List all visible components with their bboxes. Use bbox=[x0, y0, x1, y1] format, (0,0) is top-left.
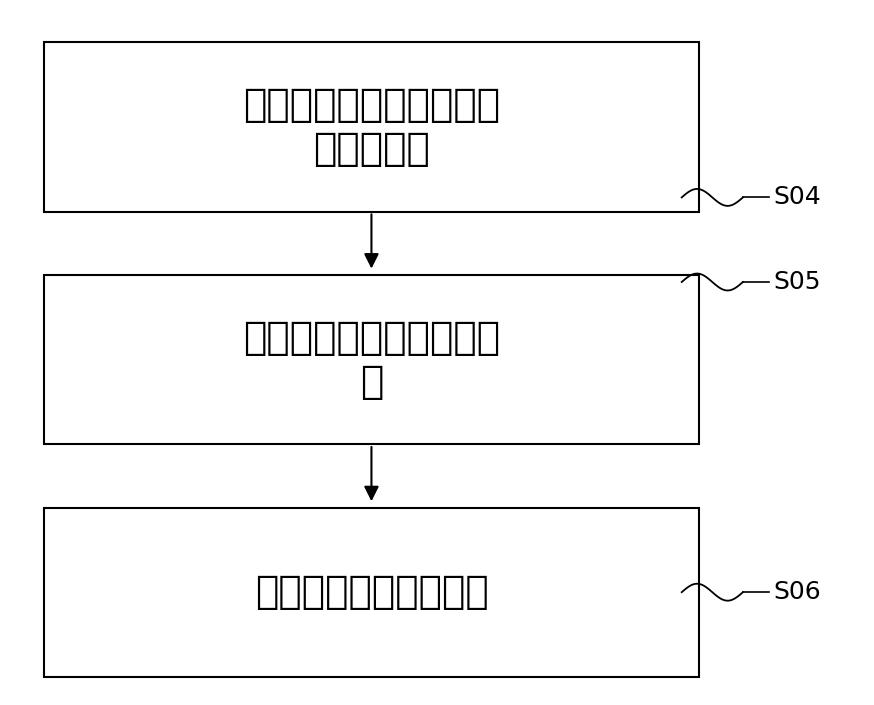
Bar bbox=[44, 275, 699, 444]
Text: 干燥、烧结、冷却处理: 干燥、烧结、冷却处理 bbox=[254, 573, 489, 611]
Text: S06: S06 bbox=[773, 580, 822, 604]
Text: 将导电浆料印制在绝缘膜
上: 将导电浆料印制在绝缘膜 上 bbox=[243, 319, 500, 400]
Text: S04: S04 bbox=[773, 185, 822, 209]
Text: S05: S05 bbox=[773, 270, 821, 294]
Bar bbox=[44, 42, 699, 212]
Bar bbox=[44, 508, 699, 677]
Text: 提供具有绝缘膜的晶体硅
半导体元件: 提供具有绝缘膜的晶体硅 半导体元件 bbox=[243, 86, 500, 168]
